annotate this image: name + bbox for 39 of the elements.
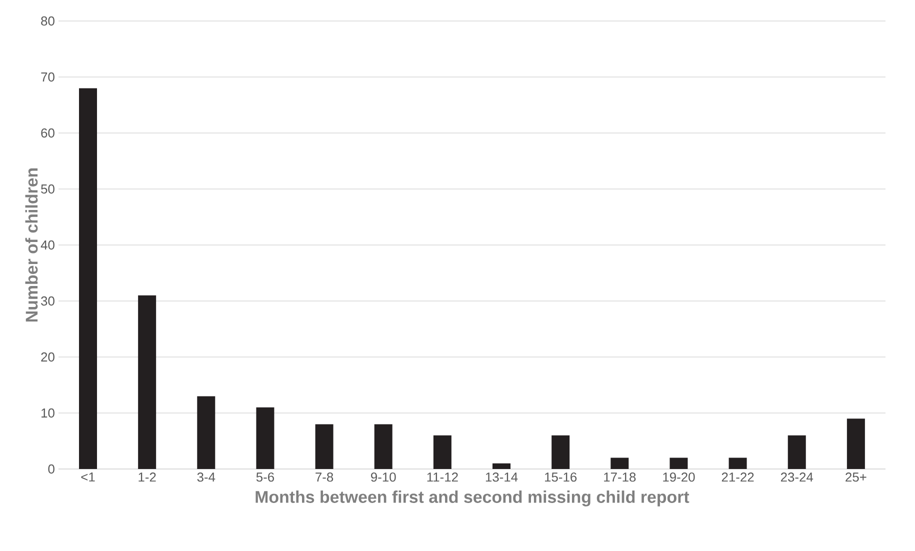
bar (433, 435, 452, 469)
bar (492, 463, 511, 469)
x-tick-label: 15-16 (545, 472, 577, 482)
bar (788, 435, 806, 469)
x-tick-label: <1 (81, 472, 95, 482)
y-tick-label: 30 (41, 296, 54, 306)
y-tick-label: 50 (41, 184, 54, 194)
bar (374, 424, 392, 469)
x-tick-label: 19-20 (663, 472, 695, 482)
x-tick-label: 13-14 (486, 472, 518, 482)
bar (197, 396, 216, 469)
bar (79, 88, 97, 469)
y-tick-label: 60 (41, 128, 54, 138)
y-tick-label: 70 (41, 72, 54, 82)
y-axis-title: Number of children (25, 168, 38, 322)
x-tick-label: 9-10 (371, 472, 396, 482)
bar (610, 458, 629, 469)
bar (670, 458, 688, 469)
x-tick-label: 1-2 (138, 472, 156, 482)
x-tick-label: 25+ (846, 472, 866, 482)
y-tick-label: 10 (42, 408, 54, 418)
x-tick-label: 7-8 (316, 472, 334, 482)
x-tick-label: 11-12 (427, 472, 458, 482)
bar (138, 295, 156, 469)
x-tick-label: 17-18 (604, 472, 636, 482)
bar (728, 458, 747, 469)
x-tick-label: 21-22 (722, 472, 754, 482)
bar (256, 407, 274, 469)
x-tick-label: 5-6 (256, 472, 274, 482)
y-tick-label: 40 (40, 240, 54, 250)
bar (552, 435, 570, 469)
bar (846, 418, 865, 469)
bar (315, 424, 334, 469)
y-tick-label: 20 (41, 352, 54, 362)
x-axis-title: Months between first and second missing child report (256, 490, 690, 506)
x-tick-label: 3-4 (197, 472, 216, 482)
y-tick-label: 80 (41, 16, 54, 26)
x-tick-label: 23-24 (780, 472, 814, 482)
y-tick-label: 0 (48, 464, 54, 474)
